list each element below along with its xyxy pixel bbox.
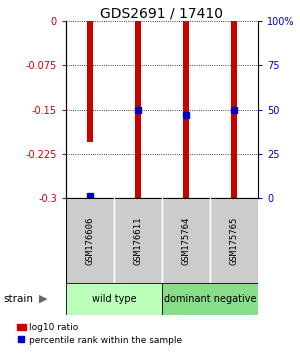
Title: GDS2691 / 17410: GDS2691 / 17410 xyxy=(100,6,224,20)
Text: dominant negative: dominant negative xyxy=(164,294,256,304)
Bar xyxy=(183,21,189,198)
Text: strain: strain xyxy=(3,294,33,304)
Text: GSM175764: GSM175764 xyxy=(182,217,190,265)
Text: GSM176611: GSM176611 xyxy=(134,217,142,265)
Bar xyxy=(135,21,141,198)
Text: GSM176606: GSM176606 xyxy=(85,217,94,265)
Bar xyxy=(66,283,162,315)
Bar xyxy=(231,21,237,198)
Bar xyxy=(87,21,93,142)
Text: ▶: ▶ xyxy=(39,294,47,304)
Text: GSM175765: GSM175765 xyxy=(230,217,238,265)
Bar xyxy=(162,198,210,283)
Legend: log10 ratio, percentile rank within the sample: log10 ratio, percentile rank within the … xyxy=(16,323,182,345)
Bar xyxy=(114,198,162,283)
Bar xyxy=(66,198,114,283)
Bar xyxy=(162,283,258,315)
Text: wild type: wild type xyxy=(92,294,136,304)
Bar xyxy=(210,198,258,283)
